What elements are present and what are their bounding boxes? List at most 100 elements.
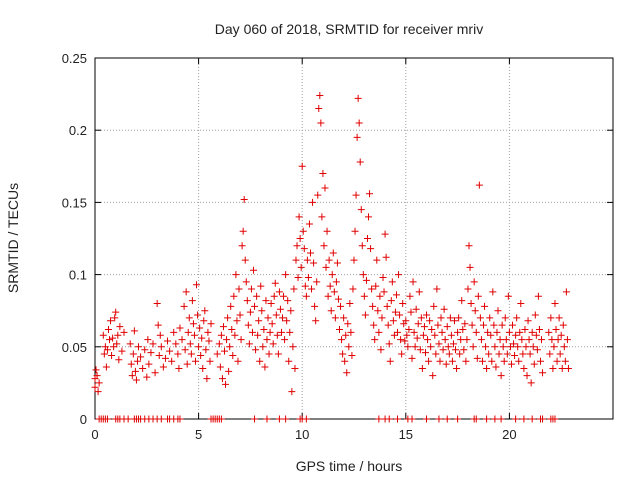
data-point [168, 357, 176, 365]
data-point [99, 331, 107, 339]
data-point [423, 415, 431, 423]
data-point [251, 415, 259, 423]
data-point [175, 364, 183, 372]
data-point [286, 328, 294, 336]
data-point [272, 311, 280, 319]
data-point [516, 328, 524, 336]
data-point [497, 372, 505, 380]
data-point [412, 305, 420, 313]
data-point [228, 325, 236, 333]
x-tick-label: 0 [91, 427, 98, 442]
data-point [196, 324, 204, 332]
data-point [232, 271, 240, 279]
data-point [328, 271, 336, 279]
data-point [429, 372, 437, 380]
data-point [155, 351, 163, 359]
data-point [460, 346, 468, 354]
data-point [344, 320, 352, 328]
data-point [403, 331, 411, 339]
data-point [234, 357, 242, 365]
data-point [258, 307, 266, 315]
data-point [448, 357, 456, 365]
data-point [375, 415, 383, 423]
data-point [477, 336, 485, 344]
data-point [216, 363, 224, 371]
data-point [191, 357, 199, 365]
data-point [489, 288, 497, 296]
data-point [239, 227, 247, 235]
data-point [526, 350, 534, 358]
data-point [473, 354, 481, 362]
data-point [454, 415, 462, 423]
data-point [557, 331, 565, 339]
data-point [409, 278, 417, 286]
data-point [334, 295, 342, 303]
data-point [554, 336, 562, 344]
data-point [226, 343, 234, 351]
data-point [533, 346, 541, 354]
data-point [472, 328, 480, 336]
data-point [424, 336, 432, 344]
data-point [213, 350, 221, 358]
data-point [143, 373, 151, 381]
data-point [118, 347, 126, 355]
data-point [186, 340, 194, 348]
data-point [434, 321, 442, 329]
data-point [356, 158, 364, 166]
data-point [505, 328, 513, 336]
data-point [181, 346, 189, 354]
data-point [275, 288, 283, 296]
data-point [361, 311, 369, 319]
data-point [461, 320, 469, 328]
data-point [299, 227, 307, 235]
data-point [231, 331, 239, 339]
data-point [350, 256, 358, 264]
data-point [180, 302, 188, 310]
data-point [509, 321, 517, 329]
data-point [443, 323, 451, 331]
data-point [323, 227, 331, 235]
data-point [156, 331, 164, 339]
data-point [127, 360, 135, 368]
data-point [492, 363, 500, 371]
data-point [280, 292, 288, 300]
data-point [538, 336, 546, 344]
plot-frame [94, 57, 614, 420]
x-tick-label: 10 [295, 427, 309, 442]
data-point [95, 379, 103, 387]
data-point [491, 343, 499, 351]
data-point [188, 297, 196, 305]
data-point [305, 220, 313, 228]
data-point [147, 349, 155, 357]
data-point [483, 415, 491, 423]
data-point [551, 299, 559, 307]
data-point [372, 282, 380, 290]
data-point [253, 292, 261, 300]
data-point [300, 245, 308, 253]
data-point [354, 94, 362, 102]
data-point [265, 350, 273, 358]
data-point [499, 343, 507, 351]
data-point [199, 364, 207, 372]
data-point [555, 314, 563, 322]
data-point [332, 278, 340, 286]
data-point [252, 346, 260, 354]
data-point [182, 288, 190, 296]
data-point [166, 347, 174, 355]
data-point [154, 321, 162, 329]
data-point [385, 340, 393, 348]
data-point [371, 336, 379, 344]
data-point [466, 263, 474, 271]
data-point [436, 357, 444, 365]
data-point [475, 181, 483, 189]
data-point [405, 325, 413, 333]
data-point [415, 288, 423, 296]
data-point [352, 191, 360, 199]
data-point [399, 299, 407, 307]
data-point [112, 308, 120, 316]
data-point [486, 314, 494, 322]
data-point [240, 196, 248, 204]
data-point [330, 288, 338, 296]
data-point [313, 278, 321, 286]
